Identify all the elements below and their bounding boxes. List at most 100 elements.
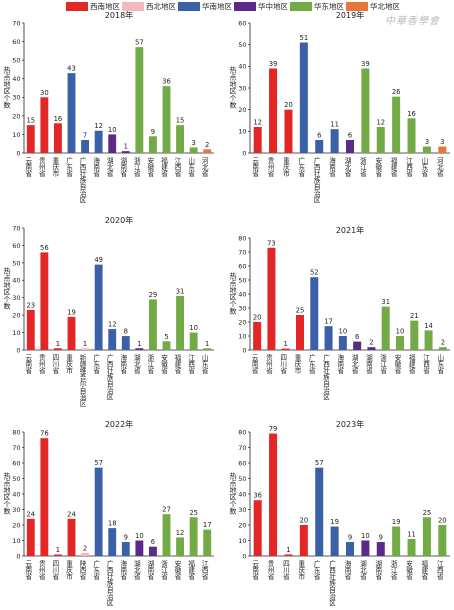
x-tick-label: 重庆市: [65, 560, 73, 581]
y-axis-label: 热点地区个数: [229, 66, 237, 110]
bar: [135, 348, 144, 350]
x-tick-label: 安徽省: [160, 353, 168, 375]
bar-value-label: 36: [162, 78, 171, 86]
x-tick-label: 重庆市: [281, 157, 289, 178]
bar: [121, 542, 130, 556]
x-tick-label: 贵州省: [264, 353, 272, 375]
bar-value-label: 57: [315, 459, 324, 467]
x-tick-label: 浙江省: [160, 559, 168, 581]
bar-value-label: 51: [300, 34, 309, 42]
bar: [189, 147, 198, 153]
chart-title: 2020年: [105, 215, 133, 225]
bar: [392, 96, 401, 153]
y-tick-label: 40: [12, 490, 20, 498]
bar-value-label: 24: [67, 510, 76, 518]
legend-swatch: [178, 2, 200, 11]
y-tick-label: 40: [238, 490, 246, 498]
bar-value-label: 23: [26, 301, 35, 309]
bar: [53, 554, 62, 556]
bar-value-label: 10: [396, 328, 405, 336]
bar: [40, 438, 49, 556]
bar: [284, 554, 293, 556]
chart-panel: 2018年 0 10 20 30 40 50 60 70 热点地区个数 15 云南省 30 贵州省 16 重庆…: [3, 10, 214, 203]
bar: [203, 348, 212, 350]
bar-value-label: 15: [26, 117, 35, 125]
x-tick-label: 安徽省: [405, 559, 413, 581]
y-tick-label: 50: [238, 276, 246, 284]
x-tick-label: 贵州省: [37, 559, 45, 581]
x-tick-label: 浙江省: [132, 156, 140, 178]
y-tick-label: 40: [238, 63, 246, 71]
bar: [367, 347, 376, 350]
x-tick-label: 海南省: [343, 559, 351, 581]
y-tick-label: 0: [16, 552, 20, 560]
bar: [108, 134, 117, 153]
bar-value-label: 76: [40, 430, 49, 438]
x-tick-label: 贵州省: [266, 156, 274, 178]
bar: [253, 127, 262, 153]
bar-value-label: 20: [438, 517, 447, 525]
x-tick-label: 湖南省: [119, 156, 127, 178]
bar-value-label: 1: [124, 143, 128, 151]
bar: [26, 125, 35, 153]
bar-value-label: 20: [284, 101, 293, 109]
bar-value-label: 57: [135, 39, 144, 47]
x-tick-label: 浙江省: [358, 156, 366, 178]
bar-value-label: 21: [410, 312, 419, 320]
bar-value-label: 43: [67, 65, 76, 73]
bar: [315, 140, 324, 153]
bar-value-label: 49: [94, 256, 103, 264]
y-tick-label: 60: [12, 242, 20, 250]
y-tick-label: 30: [238, 84, 246, 92]
chart-panel: 2021年01020304050607080热点地区个数20云南省73贵州省1四…: [229, 225, 450, 400]
legend-swatch: [346, 2, 368, 11]
chart-panel: 2019年 0 10 20 30 40 50 60 热点地区个数 12 云南省 39 贵州省 20 重庆市 5…: [229, 10, 450, 203]
y-tick-label: 80: [12, 428, 20, 436]
bar-value-label: 14: [424, 322, 433, 330]
y-tick-label: 0: [242, 346, 246, 354]
x-tick-label: 福建省: [389, 156, 397, 178]
x-tick-label: 四川省: [279, 354, 287, 375]
chart-legend: 西南地区 西北地区 华南地区 华中地区 华东地区 华北地区: [66, 1, 400, 15]
bar: [40, 97, 49, 153]
bar: [253, 500, 262, 556]
x-tick-label: 安徽省: [393, 353, 401, 375]
bar-value-label: 19: [392, 518, 401, 526]
bar: [53, 123, 62, 153]
bar-value-label: 25: [296, 307, 305, 315]
bar-value-label: 20: [253, 314, 262, 322]
legend-label: 西南地区: [90, 2, 120, 11]
x-tick-label: 安徽省: [374, 156, 382, 178]
bar: [346, 140, 354, 153]
bar: [81, 552, 90, 556]
x-tick-label: 安徽省: [173, 559, 181, 581]
y-tick-label: 40: [12, 277, 20, 285]
bar: [176, 295, 185, 350]
bar-value-label: 9: [379, 534, 383, 542]
x-tick-label: 河北省: [200, 157, 208, 178]
bar: [330, 526, 339, 556]
x-tick-label: 江西省: [187, 354, 195, 375]
x-tick-label: 浙江省: [146, 353, 154, 375]
bar-value-label: 73: [267, 239, 276, 247]
x-tick-label: 福建省: [407, 353, 415, 375]
bar: [189, 332, 198, 350]
bar-value-label: 10: [108, 126, 117, 134]
bar-value-label: 6: [151, 538, 155, 546]
bar: [284, 109, 293, 153]
x-tick-label: 江西省: [435, 560, 443, 581]
y-tick-label: 60: [12, 459, 20, 467]
y-tick-label: 0: [16, 149, 20, 157]
bar-value-label: 26: [392, 88, 401, 96]
chart-panel: 2023年 0 10 20 30 40 50 60 70 80 热点地区个数 36 云南省 79 贵州省 1 四…: [229, 419, 450, 606]
bar-value-label: 20: [300, 517, 309, 525]
bar: [176, 537, 185, 556]
bar: [330, 129, 339, 153]
x-tick-label: 海南省: [119, 353, 127, 375]
bar: [438, 525, 447, 556]
y-tick-label: 20: [238, 106, 246, 114]
bar-value-label: 31: [381, 298, 390, 306]
x-tick-label: 广东省: [312, 559, 320, 581]
bar-value-label: 8: [124, 328, 128, 336]
bar-value-label: 12: [94, 122, 103, 130]
